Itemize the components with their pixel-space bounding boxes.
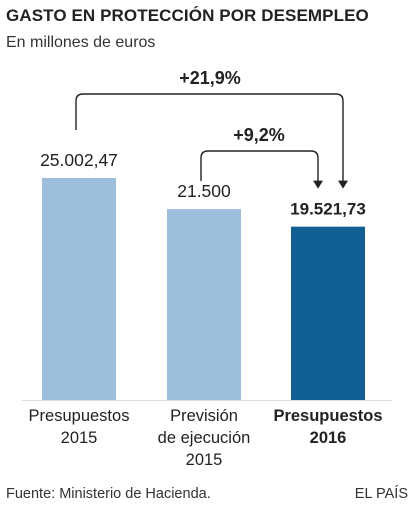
brand-label: EL PAÍS [354, 486, 408, 502]
bracket-2 [200, 150, 319, 183]
bracket-arrow-2 [313, 180, 323, 189]
source-note: Fuente: Ministerio de Hacienda. [6, 486, 211, 502]
change-label-1: +21,9% [179, 68, 241, 88]
category-label-2-3: 2015 [186, 451, 223, 469]
value-label-3: 19.521,73 [290, 200, 366, 219]
change-label-2: +9,2% [233, 125, 285, 145]
bar-1 [42, 178, 116, 400]
bar-2 [167, 209, 241, 400]
category-label-2-1: Previsión [170, 407, 238, 425]
category-label-1-1: Presupuestos [29, 407, 130, 425]
bar-3 [291, 226, 365, 400]
bar-chart: 25.002,47 Presupuestos 2015 21.500 Previsión… [22, 68, 392, 469]
category-label-3-1: Presupuestos [273, 407, 382, 425]
chart-title: GASTO EN PROTECCIÓN POR DESEMPLEO [6, 6, 369, 25]
value-label-1: 25.002,47 [40, 150, 118, 170]
category-label-3-2: 2016 [310, 429, 347, 447]
value-label-2: 21.500 [177, 181, 231, 201]
bracket-arrow-1 [338, 180, 348, 189]
chart-subtitle: En millones de euros [6, 34, 156, 51]
category-label-1-2: 2015 [61, 429, 98, 447]
bracket-1 [75, 93, 344, 183]
category-label-2-2: de ejecución [158, 429, 251, 447]
